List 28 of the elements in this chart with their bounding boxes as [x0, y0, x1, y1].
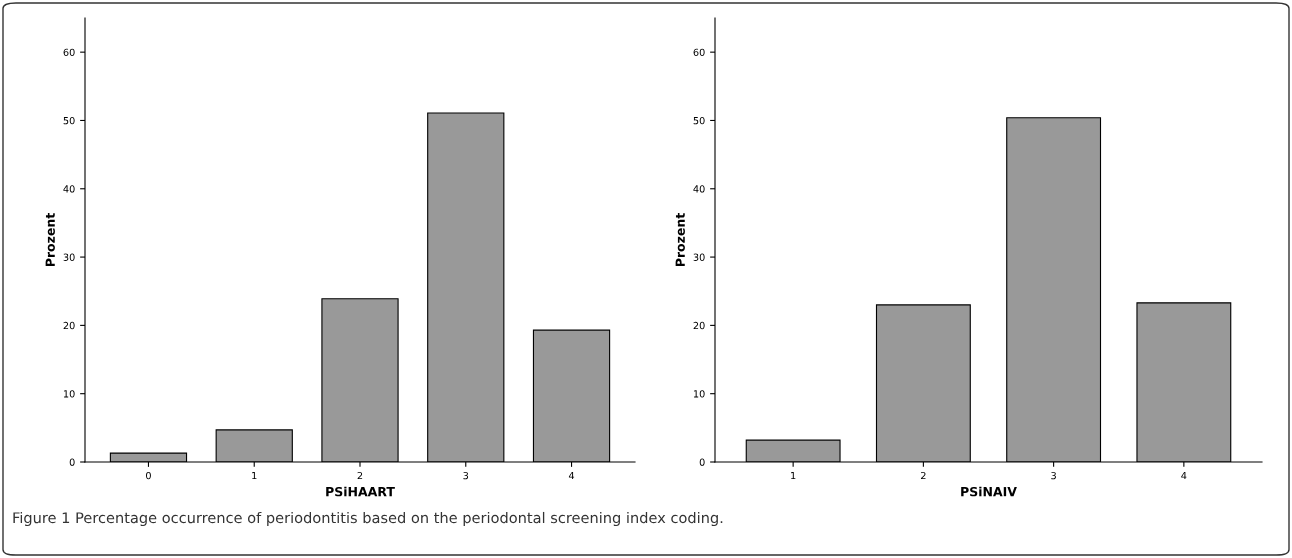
x-axis-title: PSiHAART — [326, 486, 395, 497]
caption: Figure 1 Percentage occurrence of periodontitis based on the periodontal screening index coding. — [13, 511, 723, 527]
y-tick-label: 0 — [69, 458, 75, 466]
y-tick-label: 20 — [63, 321, 75, 330]
y-tick-label: 50 — [63, 116, 75, 125]
x-tick-label: 2 — [357, 471, 363, 480]
x-tick-label: 3 — [463, 471, 469, 480]
y-tick-label: 60 — [63, 48, 75, 56]
y-tick-label: 10 — [693, 390, 705, 398]
x-axis-title: PSiNAIV — [961, 486, 1017, 497]
x-tick-label: 3 — [1051, 471, 1056, 480]
x-tick-label: 4 — [1181, 472, 1187, 480]
y-tick-label: 20 — [693, 321, 705, 330]
y-axis-title: Prozent — [675, 213, 685, 267]
x-tick-label: 2 — [921, 471, 926, 480]
y-tick-label: 0 — [699, 458, 705, 466]
y-axis-title: Prozent — [45, 213, 55, 267]
y-tick-label: 60 — [693, 48, 705, 56]
y-tick-label: 40 — [63, 185, 75, 193]
x-tick-label: 0 — [146, 471, 151, 480]
y-tick-label: 30 — [693, 253, 705, 261]
x-tick-label: 1 — [791, 472, 796, 480]
x-tick-label: 1 — [252, 472, 257, 480]
y-tick-label: 30 — [63, 253, 75, 261]
y-tick-label: 50 — [693, 116, 705, 125]
x-tick-label: 4 — [568, 472, 575, 480]
y-tick-label: 10 — [63, 390, 75, 398]
y-tick-label: 40 — [693, 185, 705, 193]
